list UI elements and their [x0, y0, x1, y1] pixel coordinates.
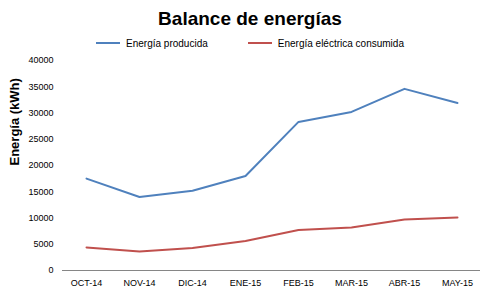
svg-text:MAR-15: MAR-15: [335, 278, 368, 288]
svg-text:15000: 15000: [28, 187, 53, 197]
svg-text:20000: 20000: [28, 160, 53, 170]
svg-text:FEB-15: FEB-15: [283, 278, 314, 288]
svg-text:ENE-15: ENE-15: [230, 278, 262, 288]
html-text:Energía eléctrica consumida: Energía eléctrica consumida: [277, 37, 404, 49]
svg-text:NOV-14: NOV-14: [123, 278, 155, 288]
svg-text:5000: 5000: [33, 239, 53, 249]
svg-text:ABR-15: ABR-15: [389, 278, 421, 288]
svg-text:Energía (kWh): Energía (kWh): [7, 78, 22, 165]
svg-text:10000: 10000: [28, 213, 53, 223]
svg-text:35000: 35000: [28, 82, 53, 92]
html-text:Balance de energías: Balance de energías: [158, 8, 342, 29]
svg-text:40000: 40000: [28, 55, 53, 65]
html-text:Energía producida: Energía producida: [126, 37, 208, 49]
svg-text:0: 0: [48, 265, 53, 275]
svg-text:DIC-14: DIC-14: [178, 278, 207, 288]
svg-text:25000: 25000: [28, 134, 53, 144]
svg-text:OCT-14: OCT-14: [71, 278, 103, 288]
svg-text:MAY-15: MAY-15: [442, 278, 473, 288]
svg-text:30000: 30000: [28, 108, 53, 118]
